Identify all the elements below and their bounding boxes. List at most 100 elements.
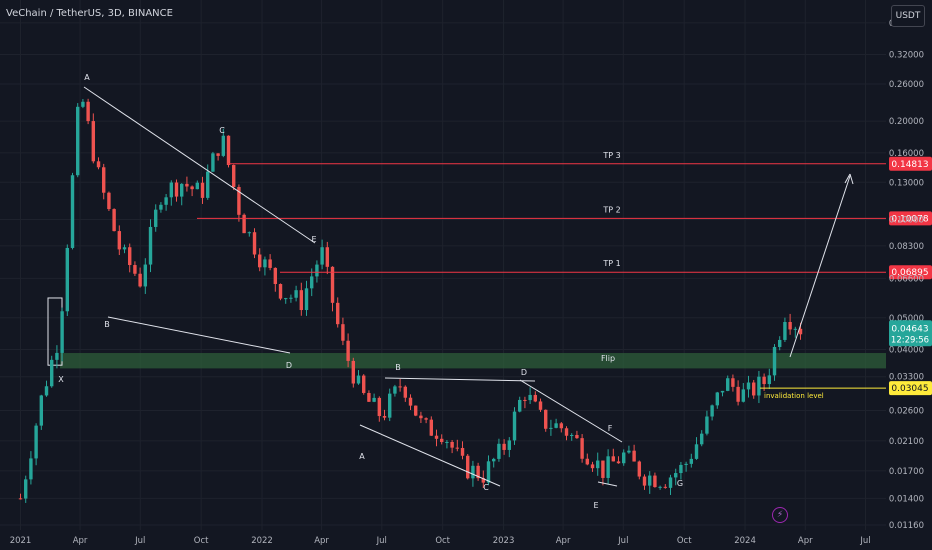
candle-body <box>403 386 408 398</box>
pattern-label: X <box>58 375 64 384</box>
candle-body <box>611 456 616 462</box>
pattern-label: B <box>104 320 110 329</box>
pattern-label: G <box>677 479 683 488</box>
y-tick-label: 0.01700 <box>889 467 924 477</box>
current-price-value: 0.04643 <box>891 324 928 334</box>
candle-body <box>684 463 688 465</box>
candle-body <box>50 359 54 387</box>
candle-body <box>434 435 439 439</box>
lightning-bolt-icon[interactable]: ⚡ <box>772 507 788 523</box>
y-tick-label: 0.01400 <box>889 494 924 504</box>
candle-body <box>34 425 38 459</box>
candle-body <box>180 183 184 197</box>
candle-body <box>398 386 402 388</box>
candle-body <box>356 375 361 384</box>
x-tick-label: Jul <box>859 536 870 546</box>
candle-body <box>320 247 324 265</box>
candle-body <box>211 153 215 172</box>
candle-body <box>122 247 127 250</box>
pattern-label: A <box>84 73 90 82</box>
candle-body <box>117 231 122 250</box>
candle-body <box>632 450 636 462</box>
candle-body <box>445 441 449 443</box>
candle-body <box>195 182 200 190</box>
candle-body <box>304 288 309 311</box>
x-tick-label: 2022 <box>251 536 273 546</box>
candle-body <box>746 382 751 390</box>
candle-body <box>91 121 96 162</box>
trend-line <box>519 379 623 443</box>
candle-body <box>60 311 64 353</box>
candle-body <box>24 479 28 499</box>
y-tick-label: 0.06600 <box>889 274 924 284</box>
candle-body <box>752 382 756 396</box>
candle-body <box>471 465 475 479</box>
candle-body <box>86 101 90 122</box>
candle-body <box>237 186 241 215</box>
candle-body <box>247 232 252 234</box>
candle-body <box>414 405 418 416</box>
candle-body <box>96 161 101 168</box>
candle-body <box>154 209 158 227</box>
candle-body <box>164 197 168 205</box>
candle-body <box>226 135 231 166</box>
target-label: TP 2 <box>602 205 620 214</box>
target-label: TP 3 <box>602 151 620 160</box>
candle-body <box>18 498 23 500</box>
y-tick-label: 0.02100 <box>889 437 924 447</box>
pattern-label: B <box>395 363 401 372</box>
candle-body <box>668 477 673 488</box>
candle-body <box>252 232 257 255</box>
candle-body <box>336 302 340 325</box>
candle-body <box>570 434 574 436</box>
candle-body <box>242 214 246 234</box>
candle-body <box>544 409 548 429</box>
candle-body <box>518 399 522 412</box>
candle-body <box>642 476 647 486</box>
candle-body <box>315 264 319 277</box>
price-tag-value: 0.14813 <box>891 160 928 170</box>
currency-selector[interactable]: USDT <box>891 5 925 27</box>
pattern-label: A <box>359 452 365 461</box>
price-tag-bg <box>889 156 932 171</box>
x-tick-label: 2023 <box>493 536 515 546</box>
candle-body <box>44 386 49 396</box>
candle-body <box>190 186 194 190</box>
x-tick-label: Oct <box>677 536 692 546</box>
y-tick-label: 0.01160 <box>889 521 924 531</box>
x-tick-label: Jul <box>376 536 387 546</box>
current-price-tag <box>889 320 932 347</box>
candle-body <box>528 394 532 401</box>
candle-body <box>497 443 501 459</box>
candle-body <box>502 443 506 450</box>
candle-body <box>762 376 766 385</box>
candle-body <box>112 209 116 232</box>
candle-body <box>200 182 205 198</box>
candle-body <box>102 167 106 193</box>
candle-body <box>128 247 132 266</box>
y-tick-label: 0.16000 <box>889 149 924 159</box>
y-tick-label: 0.20000 <box>889 117 924 127</box>
candle-body <box>65 247 70 312</box>
symbol-title: VeChain / TetherUS, 3D, BINANCE <box>6 8 173 19</box>
candle-body <box>705 416 709 434</box>
price-tag-value: 0.10078 <box>891 214 928 224</box>
price-tag-bg <box>889 265 932 280</box>
x-tick-label: 2024 <box>734 536 756 546</box>
candle-body <box>174 182 179 197</box>
candle-body <box>788 322 792 330</box>
candle-body <box>408 397 413 406</box>
x-tick-label: Apr <box>73 536 88 546</box>
candle-body <box>377 397 382 417</box>
candle-body <box>55 352 59 360</box>
flip-zone-label: Flip <box>601 354 615 363</box>
x-tick-label: Jul <box>617 536 628 546</box>
candle-body <box>720 390 725 393</box>
candle-body <box>263 259 267 268</box>
candle-body <box>455 447 460 449</box>
candle-body <box>232 165 236 187</box>
candle-body <box>601 460 605 478</box>
candle-body <box>481 478 486 483</box>
candle-body <box>39 395 44 426</box>
